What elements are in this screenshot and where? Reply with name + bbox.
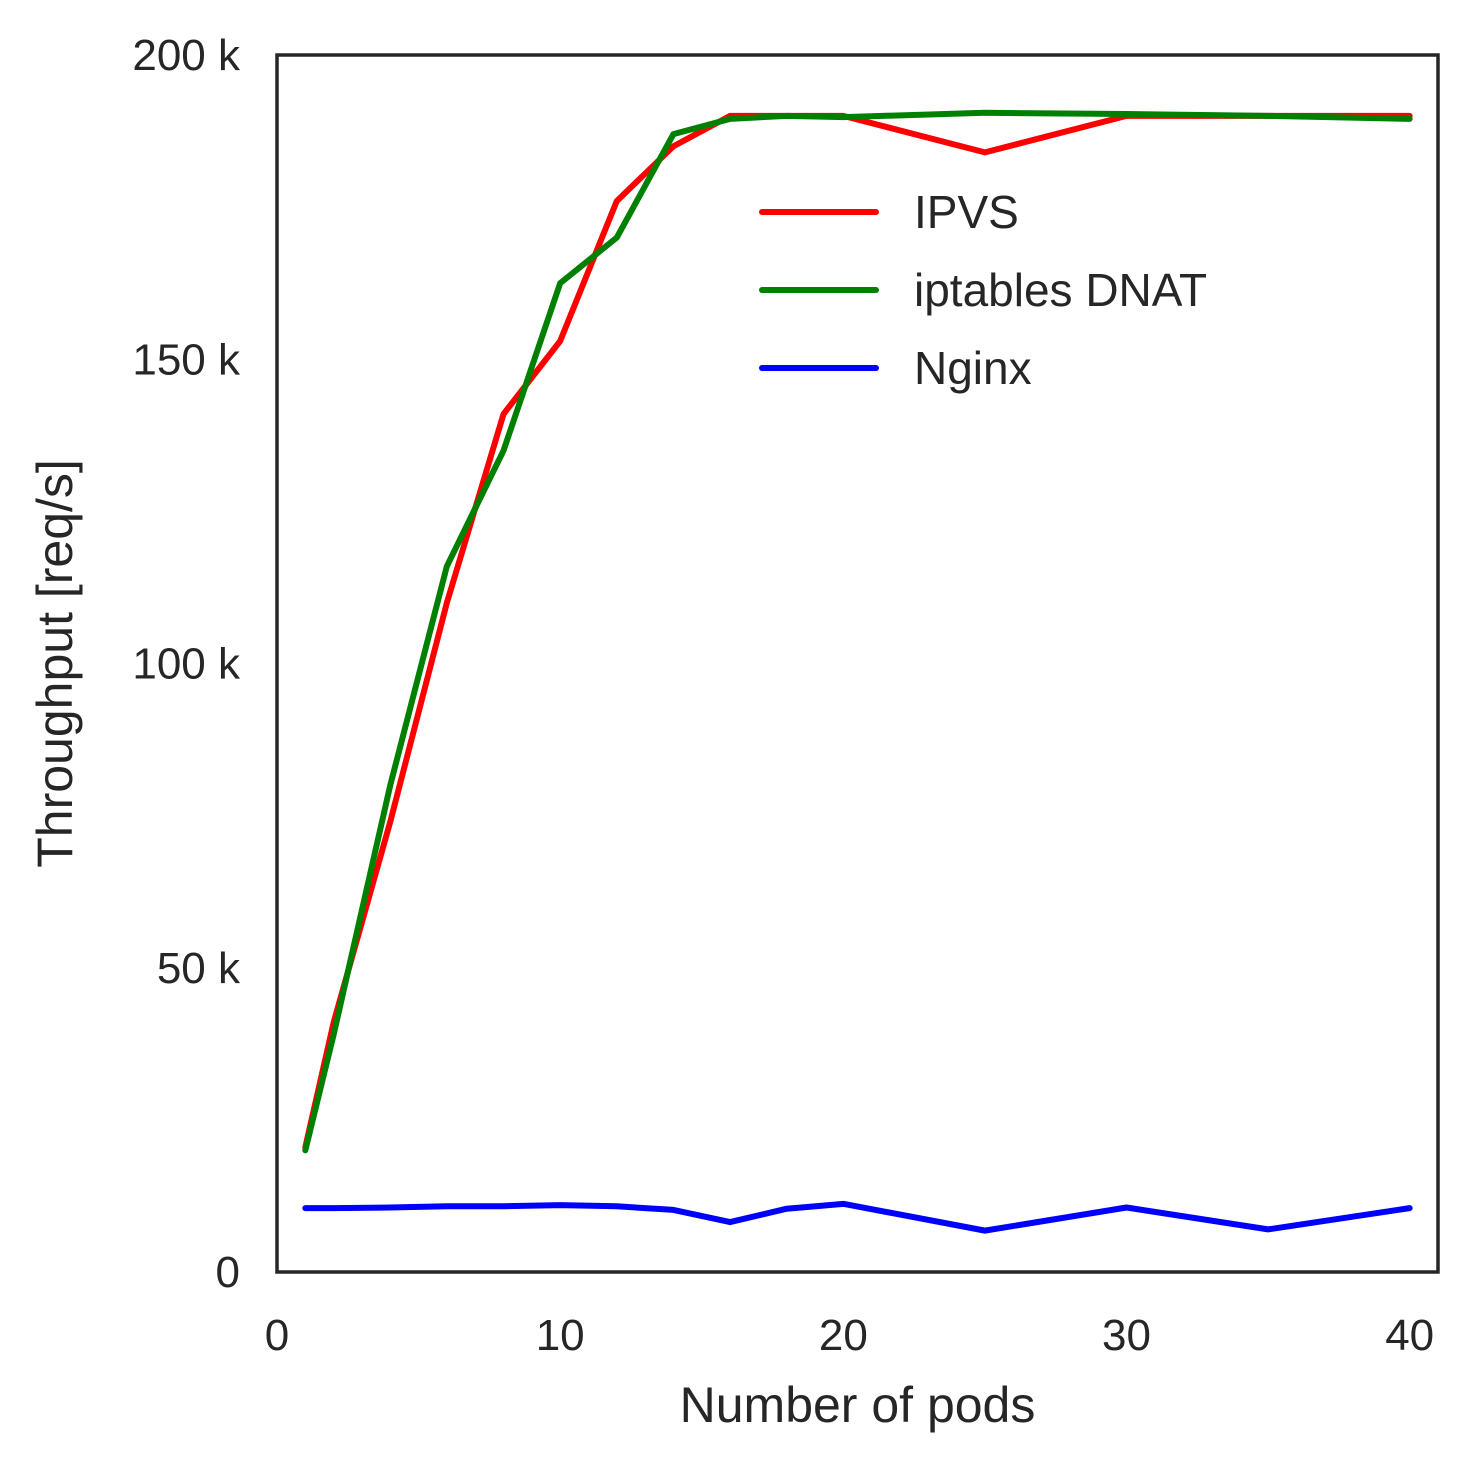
x-tick-label: 40	[1385, 1311, 1434, 1360]
series-line-iptables-dnat	[302, 109, 1413, 1154]
y-tick-label: 150 k	[132, 335, 241, 384]
x-tick-label: 10	[536, 1311, 585, 1360]
legend-label: iptables DNAT	[914, 264, 1207, 316]
legend-label: Nginx	[914, 342, 1032, 394]
y-axis-label: Throughput [req/s]	[27, 459, 83, 868]
y-tick-label: 100 k	[132, 640, 241, 689]
series-line-ipvs	[302, 112, 1413, 1151]
series-line-nginx	[302, 1200, 1413, 1234]
x-tick-label: 0	[265, 1311, 289, 1360]
y-tick-label: 200 k	[132, 31, 241, 80]
plot-area	[277, 55, 1438, 1272]
x-axis-label: Number of pods	[680, 1377, 1036, 1433]
x-tick-label: 20	[819, 1311, 868, 1360]
y-tick-label: 50 k	[157, 944, 241, 993]
x-tick-label: 30	[1102, 1311, 1151, 1360]
y-tick-label: 0	[216, 1248, 240, 1297]
legend: IPVS iptables DNAT Nginx	[759, 186, 1207, 394]
axes-frame	[275, 53, 1440, 1274]
legend-label: IPVS	[914, 186, 1019, 238]
